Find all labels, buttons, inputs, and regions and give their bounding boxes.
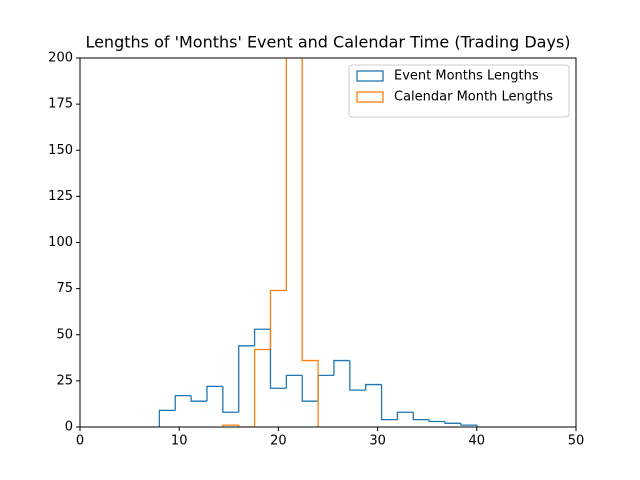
x-tick-label: 40 (469, 434, 486, 449)
histogram-step (253, 348, 271, 427)
histogram-step (412, 412, 430, 421)
y-tick-label: 125 (48, 189, 73, 204)
histogram-step (349, 360, 366, 391)
histogram-step (206, 385, 223, 402)
histogram-step (396, 411, 414, 420)
y-tick-label: 100 (48, 235, 73, 250)
histogram-step (174, 394, 192, 411)
histogram-step (301, 58, 319, 427)
y-tick-label: 175 (48, 97, 73, 112)
histogram-step (380, 384, 398, 421)
legend-swatch (356, 70, 384, 82)
histogram-step (460, 423, 478, 427)
histogram-step (444, 421, 461, 424)
histogram-step (317, 374, 334, 402)
y-tick-label: 200 (48, 51, 73, 66)
histogram-step (301, 375, 319, 402)
histogram-step (253, 328, 271, 346)
y-tick-label: 75 (56, 281, 73, 296)
y-tick-label: 50 (56, 327, 73, 342)
histogram-step (222, 424, 239, 427)
x-tick-label: 0 (76, 434, 84, 449)
histogram-step (222, 386, 239, 413)
histogram-step (285, 58, 287, 291)
histogram-step (158, 409, 176, 427)
histogram-step (190, 395, 207, 402)
x-tick-label: 20 (270, 434, 287, 449)
legend-label: Calendar Month Lengths (394, 90, 553, 105)
histogram-step (333, 359, 350, 376)
plot-area (158, 58, 478, 427)
histogram-step (269, 289, 287, 350)
x-tick-label: 50 (568, 434, 585, 449)
legend-swatch (356, 91, 384, 103)
histogram-step (285, 374, 303, 389)
y-tick-label: 25 (56, 373, 73, 388)
legend-box (348, 64, 570, 118)
chart-title: Lengths of 'Months' Event and Calendar T… (85, 33, 570, 52)
histogram-step (269, 329, 287, 389)
x-tick-label: 30 (369, 434, 386, 449)
histogram-step (238, 345, 255, 413)
y-tick-label: 0 (65, 420, 73, 435)
legend-label: Event Months Lengths (394, 69, 539, 84)
histogram-step (365, 383, 382, 391)
histogram-step (238, 425, 255, 427)
y-tick-label: 150 (48, 143, 73, 158)
x-tick-label: 10 (171, 434, 188, 449)
histogram-step (428, 419, 446, 423)
